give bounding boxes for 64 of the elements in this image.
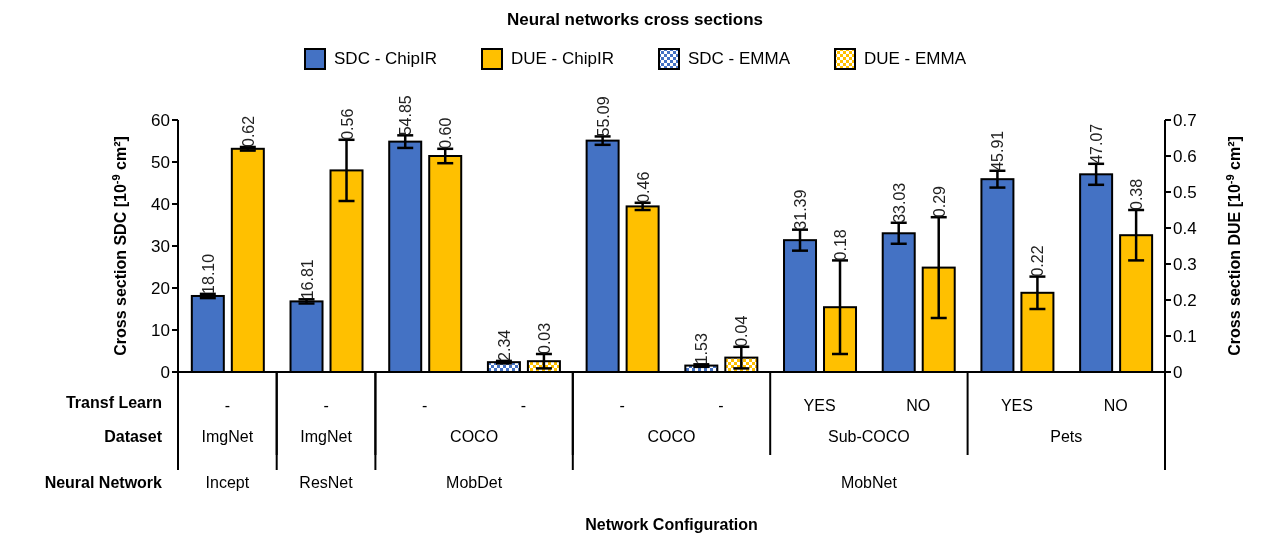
x-tick-label: - [224,397,231,415]
y-tick-label: 20 [151,279,170,299]
data-label: 45.91 [989,130,1007,171]
y-tick-label: 40 [151,195,170,215]
x-tick-label: - [323,397,329,415]
y-tick-label: 0 [160,363,170,383]
data-label: 0.03 [535,322,553,354]
x-tick-label: YES [1000,397,1033,415]
x-tick-label: NO [1103,397,1128,415]
text: Sub-COCO [828,428,910,445]
legend-label: DUE - EMMA [863,49,966,69]
data-label: 54.85 [397,95,415,136]
x-tick-label: - [422,397,428,415]
text: Incept [205,474,250,491]
data-label: 0.29 [930,185,948,218]
data-label: 16.81 [298,259,316,300]
x-tick-label: - [520,397,527,415]
data-label: 1.53 [693,333,711,365]
data-label: 0.38 [1128,178,1146,210]
y2-tick-label: 0.6 [1173,147,1197,167]
data-label: 2.34 [495,329,513,361]
y2-tick-label: 0.2 [1173,291,1197,311]
y-tick-label: 30 [151,237,170,257]
text: MobNet [840,474,898,491]
data-label: 0.46 [634,171,652,203]
y-tick-label: 50 [151,153,170,173]
y2-tick-label: 0 [1173,363,1183,383]
data-label: 0.60 [437,117,455,149]
text: ImgNet [201,428,254,445]
text: Pets [1050,428,1083,445]
data-label: 0.62 [239,115,257,147]
legend-label: DUE - ChipIR [511,49,614,69]
data-label: 55.09 [594,96,612,137]
y-tick-label: 60 [151,111,170,131]
text: Neural Network [44,474,163,491]
legend-label: SDC - EMMA [687,49,790,69]
y-tick-label: 10 [151,321,170,341]
y2-tick-label: 0.3 [1173,255,1197,275]
x-tick-label: YES [803,397,836,415]
x-tick-label: - [619,397,625,415]
y2-tick-label: 0.4 [1173,219,1197,239]
legend-label: SDC - ChipIR [334,49,437,69]
text: COCO [647,428,696,445]
data-label: 0.04 [733,315,751,347]
text: ImgNet [300,428,353,445]
y2-tick-label: 0.5 [1173,183,1197,203]
text: Network Configuration [585,516,758,533]
chart-title: Neural networks cross sections [505,10,764,30]
y2-tick-label: 0.1 [1173,327,1197,347]
data-label: 0.56 [338,108,356,140]
x-tick-label: NO [906,397,931,415]
data-label: 31.39 [792,189,810,230]
data-label: 0.22 [1029,245,1047,277]
data-label: 18.10 [199,253,217,294]
text: COCO [450,428,499,445]
data-label: 33.03 [890,182,908,223]
x-tick-label: - [718,397,724,415]
y2-tick-label: 0.7 [1173,111,1197,131]
data-label: 47.07 [1088,123,1106,164]
text: Dataset [104,428,163,445]
text: Transf Learn [65,394,162,411]
text: ResNet [299,474,354,491]
data-label: 0.18 [832,229,850,261]
text: MobDet [446,474,503,491]
